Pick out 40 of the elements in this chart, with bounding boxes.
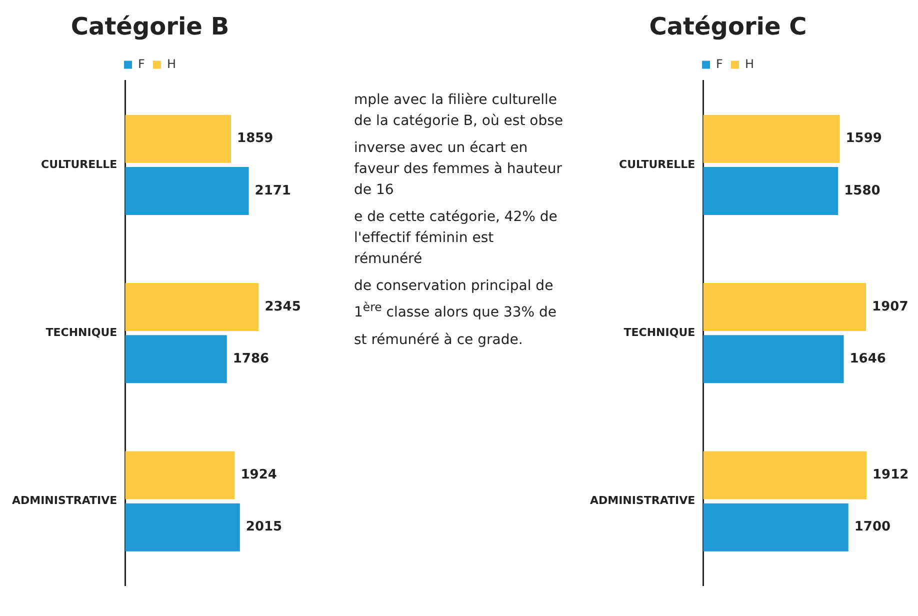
y-tick-label: ADMINISTRATIVE	[590, 494, 696, 508]
data-label: 1907	[872, 299, 908, 314]
legend-label: F	[138, 56, 146, 71]
bar	[125, 166, 249, 215]
legend-label: F	[716, 56, 724, 71]
data-label: 2171	[254, 183, 291, 198]
data-label: 1646	[850, 352, 886, 367]
data-label: 1700	[854, 520, 891, 535]
y-tick-label: CULTURELLE	[41, 158, 118, 171]
bar	[125, 335, 227, 384]
data-label: 1580	[844, 183, 880, 198]
text: st rémunéré à ce grade.	[354, 330, 524, 350]
bar	[703, 335, 844, 384]
bar	[125, 283, 259, 332]
bar	[703, 114, 840, 163]
legend-label: H	[744, 56, 754, 71]
legend-label: H	[166, 56, 176, 71]
data-label: 1859	[237, 131, 274, 146]
bar	[703, 166, 838, 215]
chart-title: Catégorie B	[70, 12, 230, 41]
data-label: 1912	[872, 468, 909, 483]
bar	[703, 503, 848, 552]
bar	[125, 451, 235, 500]
y-tick-label: TECHNIQUE	[46, 326, 118, 339]
data-label: 2015	[246, 520, 282, 535]
data-label: 1599	[846, 131, 882, 146]
data-label: 1924	[240, 468, 277, 483]
bar	[125, 503, 240, 552]
data-label: 1786	[232, 352, 270, 367]
y-tick-label: TECHNIQUE	[624, 326, 696, 339]
text: e de cette catégorie, 42% de l'effectif féminin est rémunéré	[354, 208, 558, 269]
data-label: 2345	[264, 299, 301, 314]
chart-title: Catégorie C	[649, 12, 807, 41]
text: mple avec la filière culturelle de la catégorie B, où est obse	[354, 91, 564, 131]
text: inverse avec un écart en faveur des femmes à hauteur de 16	[354, 139, 563, 200]
bar	[703, 451, 866, 500]
bar	[125, 114, 232, 163]
y-tick-label: CULTURELLE	[619, 158, 696, 171]
bar	[703, 283, 866, 332]
y-tick-label: ADMINISTRATIVE	[12, 494, 118, 508]
